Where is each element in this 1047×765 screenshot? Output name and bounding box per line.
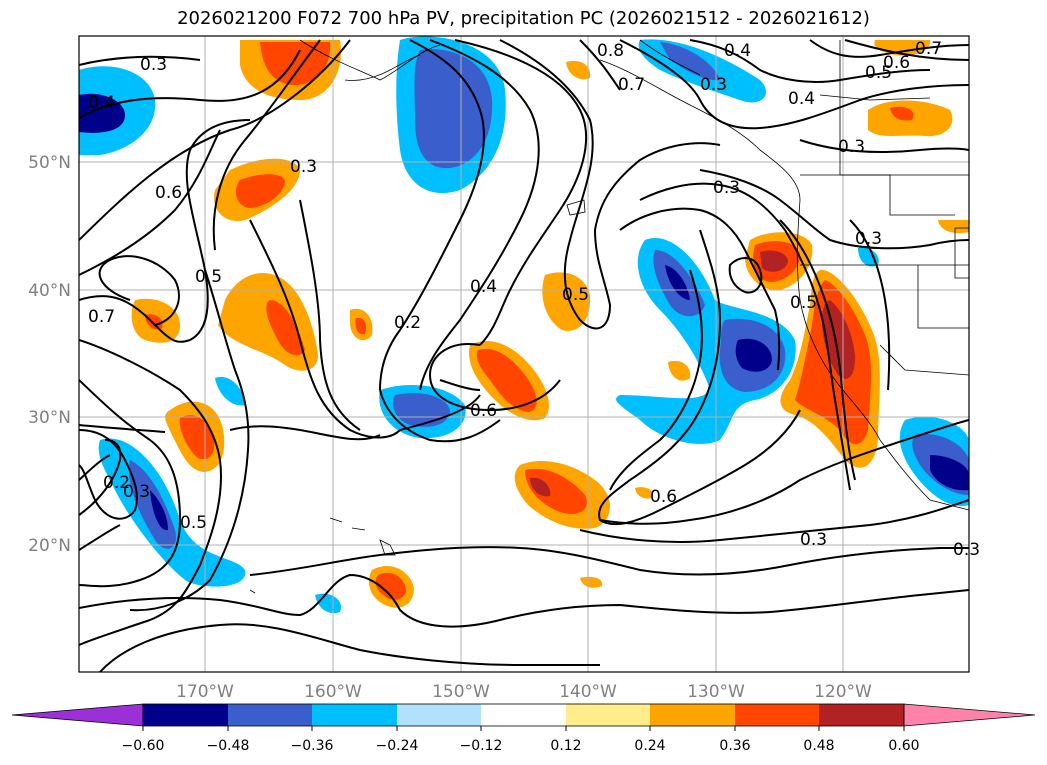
positive-region-hawaii-core xyxy=(375,572,406,600)
negative-region-west xyxy=(79,66,156,155)
latitude-labels: 50°N 40°N 30°N 20°N xyxy=(28,153,71,556)
contour-label: 0.3 xyxy=(123,482,150,502)
precipitation-field xyxy=(79,36,969,614)
negative-region-small-3 xyxy=(858,247,879,267)
contour-label: 0.5 xyxy=(790,293,817,313)
contour-label: 0.5 xyxy=(195,267,222,287)
colorbar-extend-low xyxy=(11,703,144,727)
positive-region-small-5 xyxy=(580,576,603,588)
lat-label: 30°N xyxy=(28,408,71,428)
negative-region-bc-core xyxy=(660,42,720,81)
lat-label: 20°N xyxy=(28,536,71,556)
positive-region-bering xyxy=(240,40,341,100)
contour-label: 0.4 xyxy=(470,277,497,297)
colorbar-bin xyxy=(312,704,397,726)
pv-contours xyxy=(79,39,969,672)
map-title: 2026021200 F072 700 hPa PV, precipitatio… xyxy=(177,8,870,29)
contour-label: 0.3 xyxy=(140,55,167,75)
contour-label: 0.4 xyxy=(788,89,815,109)
contour-label: 0.5 xyxy=(865,63,892,83)
contour-labels: 0.3 0.4 0.6 0.5 0.7 0.3 0.2 0.4 0.5 0.6 … xyxy=(88,39,980,560)
positive-region-small-6 xyxy=(635,487,653,499)
contour-label: 0.3 xyxy=(953,540,980,560)
positive-region-nw xyxy=(214,158,300,221)
colorbar-bin xyxy=(650,704,735,726)
contour-label: 0.7 xyxy=(915,39,942,59)
colorbar-bin xyxy=(143,704,228,726)
colorbar-tick-label: −0.12 xyxy=(460,738,503,754)
colorbar-bin xyxy=(819,704,904,726)
negative-region-mexico xyxy=(899,416,969,506)
colorbar-bin xyxy=(566,704,650,726)
positive-region-south xyxy=(514,460,610,529)
lon-label: 140°W xyxy=(559,682,617,702)
contour-label: 0.6 xyxy=(155,183,182,203)
contour-label: 0.3 xyxy=(290,157,317,177)
positive-region-central xyxy=(469,340,549,421)
contour-label: 0.3 xyxy=(800,530,827,550)
colorbar: −0.60 −0.48 −0.36 −0.24 −0.12 0.12 0.24 … xyxy=(11,703,1036,754)
colorbar-ticks xyxy=(142,726,905,731)
lon-label: 150°W xyxy=(432,682,490,702)
positive-region-170w xyxy=(218,273,318,371)
negative-region-small-1 xyxy=(215,376,245,406)
positive-region-canada-core xyxy=(890,106,914,121)
contour-label: 0.4 xyxy=(88,93,115,113)
contour-label: 0.3 xyxy=(713,178,740,198)
lon-label: 160°W xyxy=(304,682,362,702)
colorbar-bin xyxy=(481,704,566,726)
positive-region-dateline xyxy=(165,401,225,472)
contour-label: 0.2 xyxy=(103,473,130,493)
colorbar-extend-high xyxy=(903,703,1036,727)
lon-label: 130°W xyxy=(687,682,745,702)
colorbar-tick-label: −0.36 xyxy=(291,738,334,754)
lat-label: 40°N xyxy=(28,281,71,301)
colorbar-bin xyxy=(735,704,819,726)
negative-region-alaska-gulf xyxy=(396,36,506,194)
colorbar-tick-label: −0.24 xyxy=(376,738,419,754)
contour-label: 0.6 xyxy=(883,53,910,73)
longitude-labels: 170°W 160°W 150°W 140°W 130°W 120°W xyxy=(176,682,872,702)
contour-label: 0.4 xyxy=(724,41,751,61)
positive-region-small-4 xyxy=(938,220,969,234)
colorbar-tick-label: 0.12 xyxy=(550,738,581,754)
colorbar-tick-label: 0.24 xyxy=(634,738,665,754)
colorbar-tick-label: 0.36 xyxy=(719,738,750,754)
contour-label: 0.3 xyxy=(838,137,865,157)
contour-label: 0.6 xyxy=(650,487,677,507)
map-frame xyxy=(78,35,970,673)
lat-label: 50°N xyxy=(28,153,71,173)
contour-label: 0.3 xyxy=(855,229,882,249)
contour-label: 0.5 xyxy=(180,513,207,533)
contour-label: 0.7 xyxy=(618,75,645,95)
colorbar-tick-label: 0.60 xyxy=(888,738,919,754)
lon-label: 170°W xyxy=(176,682,234,702)
positive-region-small-2 xyxy=(668,360,691,381)
colorbar-tick-label: −0.60 xyxy=(122,738,165,754)
lon-label: 120°W xyxy=(814,682,872,702)
colorbar-tick-label: 0.48 xyxy=(803,738,834,754)
colorbar-bin xyxy=(397,704,481,726)
contour-label: 0.2 xyxy=(394,313,421,333)
contour-label: 0.7 xyxy=(88,307,115,327)
contour-label: 0.6 xyxy=(470,401,497,421)
contour-label: 0.5 xyxy=(562,285,589,305)
positive-region-small-1-core xyxy=(355,317,366,335)
contour-label: 0.8 xyxy=(597,41,624,61)
colorbar-frame xyxy=(142,703,905,727)
negative-region-dateline xyxy=(98,438,246,587)
contour-label: 0.3 xyxy=(700,75,727,95)
colorbar-tick-label: −0.48 xyxy=(207,738,250,754)
positive-region-small-3 xyxy=(566,60,591,80)
colorbar-bin xyxy=(228,704,312,726)
